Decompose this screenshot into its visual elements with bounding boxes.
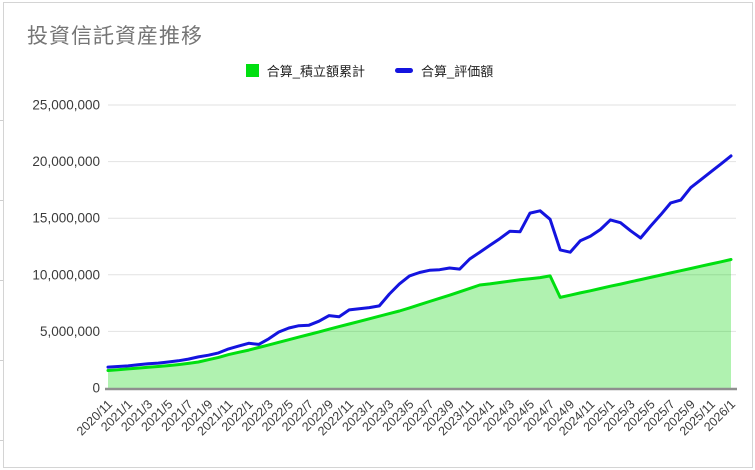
y-axis-label: 10,000,000 bbox=[32, 267, 100, 282]
sheet-row-line bbox=[0, 120, 3, 121]
y-axis-label: 5,000,000 bbox=[40, 324, 100, 339]
y-axis-label: 20,000,000 bbox=[32, 154, 100, 169]
y-axis-label: 25,000,000 bbox=[32, 98, 100, 113]
legend-label-valuation: 合算_評価額 bbox=[421, 64, 494, 79]
sheet-row-line bbox=[0, 440, 3, 441]
sheet-row-line bbox=[0, 200, 3, 201]
legend-label-contributions: 合算_積立額累計 bbox=[266, 64, 365, 79]
sheet-row-line bbox=[0, 280, 3, 281]
series-line-contributions bbox=[106, 258, 733, 372]
sheet-row-line bbox=[0, 360, 3, 361]
y-axis-label: 15,000,000 bbox=[32, 211, 100, 226]
chart-title: 投資信託資産推移 bbox=[27, 25, 203, 48]
series-area-contributions bbox=[108, 259, 731, 388]
legend-item-contributions: 合算_積立額累計 bbox=[245, 61, 365, 80]
chart-legend: 合算_積立額累計 合算_評価額 bbox=[0, 61, 747, 80]
legend-swatch-square-icon bbox=[245, 64, 259, 77]
legend-item-valuation: 合算_評価額 bbox=[395, 61, 493, 80]
series-line-valuation bbox=[106, 154, 733, 369]
legend-swatch-line-icon bbox=[395, 68, 413, 73]
chart-frame[interactable] bbox=[3, 2, 753, 468]
y-axis-label: 0 bbox=[92, 381, 100, 396]
